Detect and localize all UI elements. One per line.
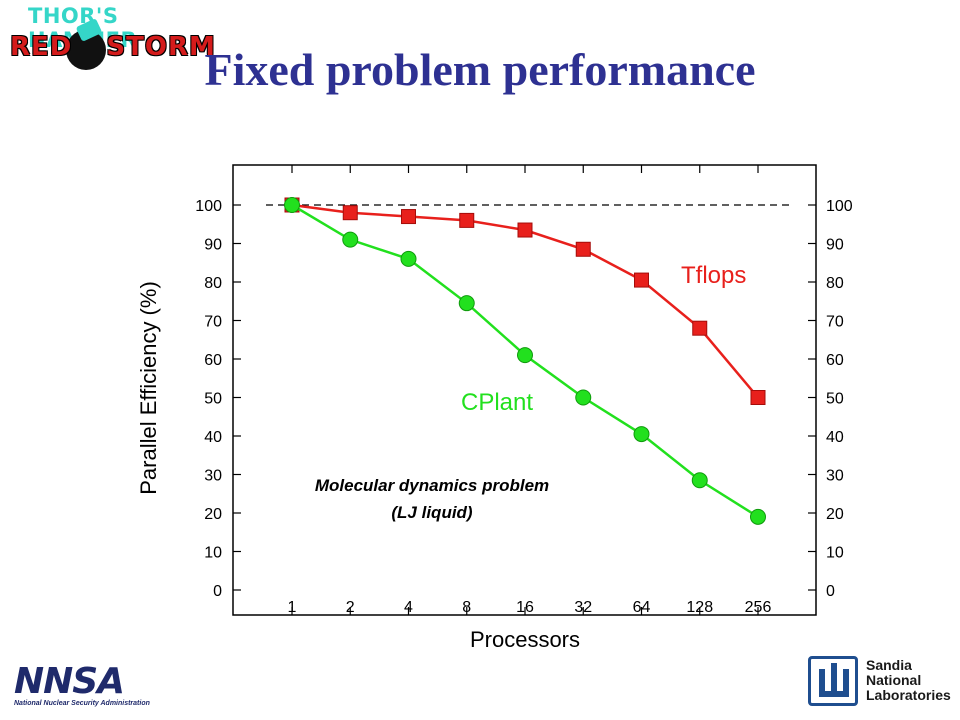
y-tick-label-left: 90 — [204, 237, 222, 254]
data-point-cplant — [342, 231, 359, 248]
x-tick-label: 32 — [574, 599, 592, 616]
data-point-tflops — [459, 212, 475, 228]
data-point-cplant — [633, 426, 650, 443]
y-tick-label-right: 90 — [826, 237, 844, 254]
y-tick-label-right: 70 — [826, 314, 844, 331]
data-point-cplant — [458, 295, 475, 312]
x-tick-label: 128 — [686, 599, 713, 616]
y-tick-label-left: 20 — [204, 506, 222, 523]
data-point-tflops — [692, 320, 708, 336]
x-tick-label: 16 — [516, 599, 534, 616]
data-point-tflops — [750, 390, 766, 405]
x-axis: 1 2 4 8 16 32 64 128 256 — [288, 165, 772, 616]
y-tick-label-left: 10 — [204, 545, 222, 562]
data-point-tflops — [342, 205, 358, 221]
y-tick-label-right: 100 — [826, 198, 853, 215]
x-tick-label: 2 — [346, 599, 355, 616]
nnsa-caption: National Nuclear Security Administration — [14, 700, 150, 707]
y-tick-label-right: 40 — [826, 429, 844, 446]
nnsa-logo: NNSA National Nuclear Security Administr… — [14, 664, 174, 710]
sandia-name: Sandia National Laboratories — [866, 658, 951, 703]
sandia-name-line-2: National — [866, 672, 922, 688]
data-point-tflops — [575, 241, 591, 257]
y-tick-label-right: 80 — [826, 275, 844, 292]
logo-red-storm-text: RED STORM — [10, 32, 216, 62]
y-tick-label-right: 20 — [826, 506, 844, 523]
y-tick-label-right: 50 — [826, 391, 844, 408]
y-axis-left: 0 10 20 30 40 50 60 70 80 90 100 — [195, 198, 241, 600]
y-axis-right: 0 10 20 30 40 50 60 70 80 90 100 — [808, 198, 853, 600]
y-tick-label-right: 30 — [826, 468, 844, 485]
data-point-cplant — [400, 250, 417, 267]
y-tick-label-left: 70 — [204, 314, 222, 331]
y-tick-label-left: 60 — [204, 352, 222, 369]
sandia-name-line-1: Sandia — [866, 657, 912, 673]
x-tick-label: 4 — [404, 599, 413, 616]
logo-storm-text: STORM — [106, 32, 216, 62]
series-group — [284, 197, 766, 525]
y-tick-label-left: 100 — [195, 198, 222, 215]
x-tick-label: 64 — [633, 599, 651, 616]
page-title: Fixed problem performance — [204, 44, 756, 95]
data-point-tflops — [401, 209, 416, 225]
annotation-line-1: Molecular dynamics problem — [315, 476, 549, 495]
data-point-cplant — [750, 508, 766, 525]
series-label-cplant: CPlant — [461, 389, 533, 416]
y-tick-label-left: 30 — [204, 468, 222, 485]
y-tick-label-left: 40 — [204, 429, 222, 446]
y-axis-label: Parallel Efficiency (%) — [136, 281, 161, 495]
y-tick-label-right: 60 — [826, 352, 844, 369]
data-point-tflops — [634, 272, 649, 288]
y-tick-label-left: 80 — [204, 275, 222, 292]
sandia-name-line-3: Laboratories — [866, 687, 951, 703]
data-point-cplant — [284, 197, 300, 213]
data-point-cplant — [517, 347, 533, 364]
annotation-line-2: (LJ liquid) — [391, 503, 473, 522]
x-tick-label: 1 — [288, 599, 297, 616]
x-tick-label: 8 — [462, 599, 471, 616]
x-tick-label: 256 — [745, 599, 772, 616]
logo-red-text: RED — [10, 32, 73, 62]
nnsa-mark: NNSA — [14, 661, 125, 702]
y-tick-label-right: 10 — [826, 545, 844, 562]
sandia-emblem-icon — [808, 656, 858, 706]
sandia-logo: Sandia National Laboratories — [808, 654, 951, 710]
y-tick-label-left: 0 — [213, 583, 222, 600]
data-point-tflops — [517, 222, 533, 238]
y-tick-label-left: 50 — [204, 391, 222, 408]
data-point-cplant — [691, 472, 708, 489]
data-point-cplant — [575, 389, 592, 406]
y-tick-label-right: 0 — [826, 583, 835, 600]
series-label-tflops: Tflops — [681, 262, 746, 289]
x-axis-label: Processors — [470, 627, 580, 652]
